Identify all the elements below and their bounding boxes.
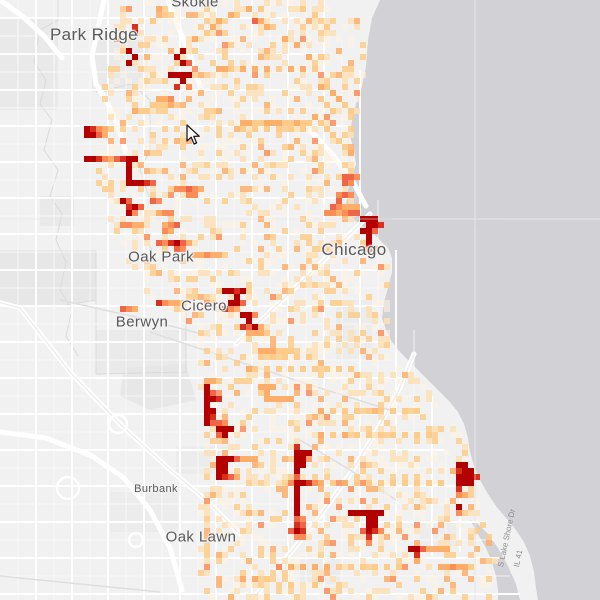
arrow-pointer-cursor bbox=[186, 124, 200, 145]
